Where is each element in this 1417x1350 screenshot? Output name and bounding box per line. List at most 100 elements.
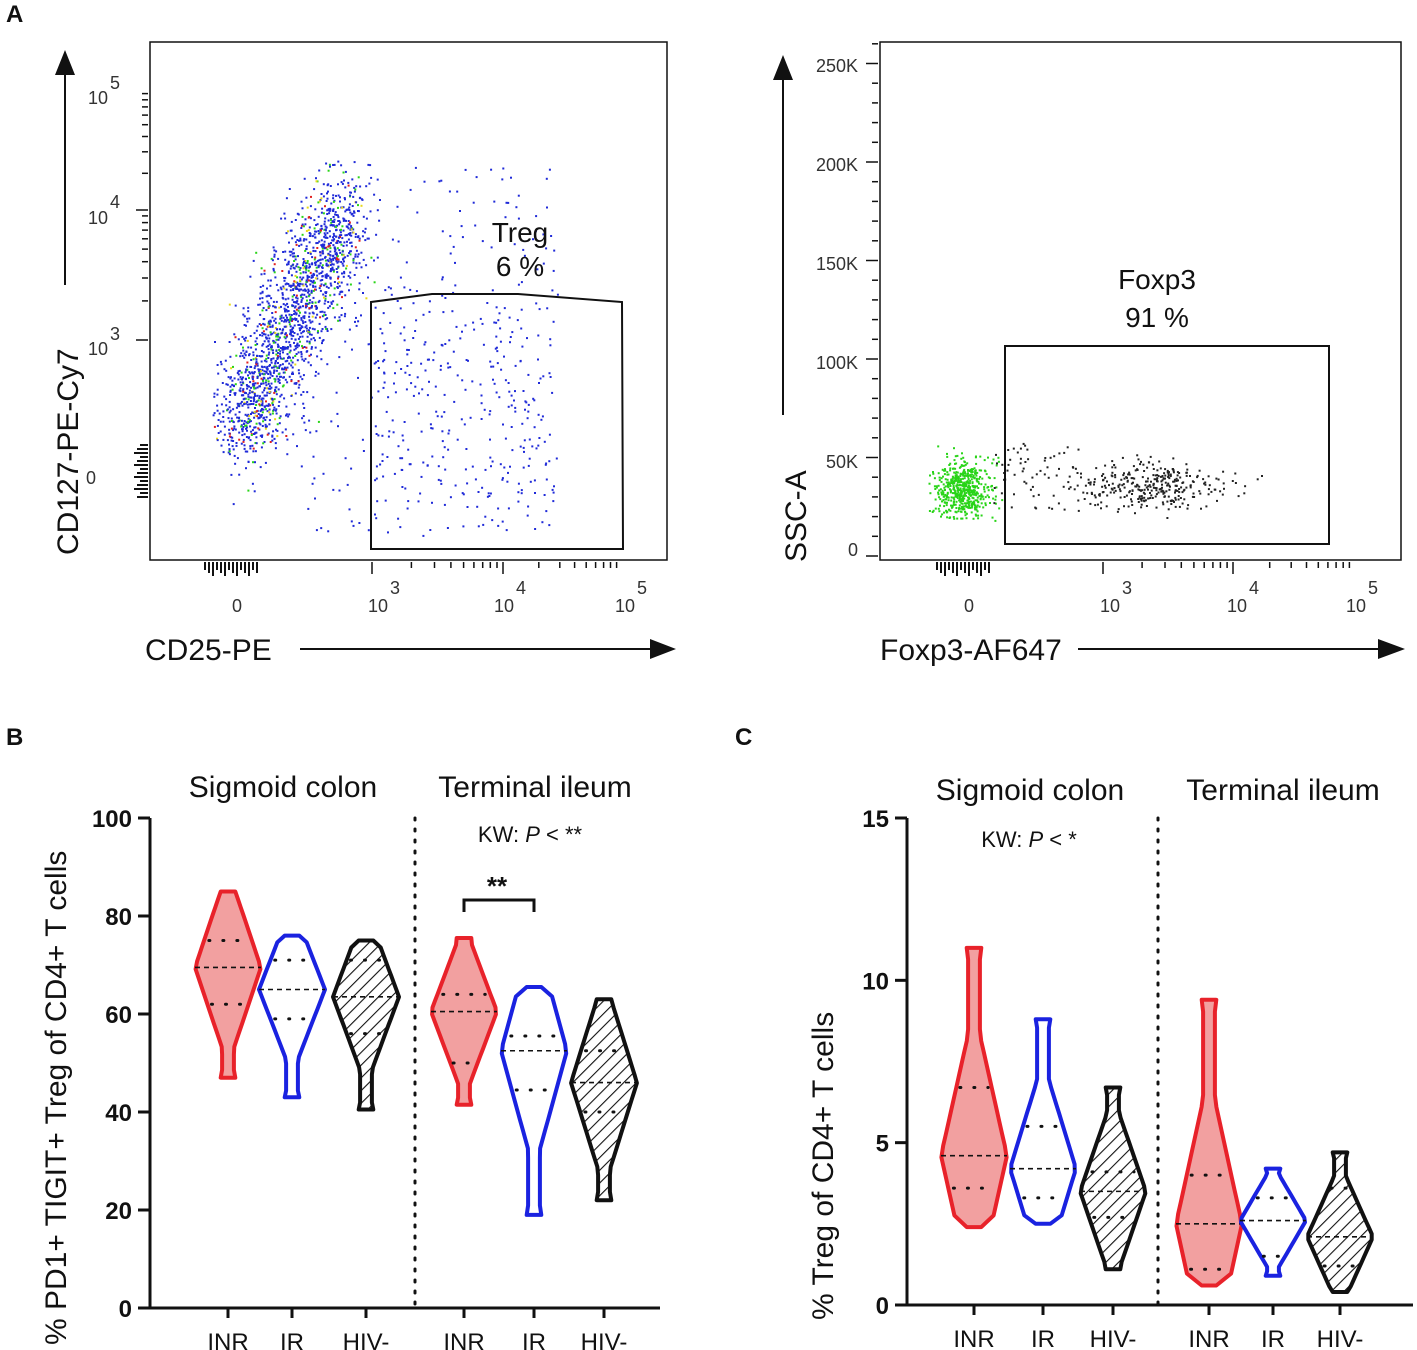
- c-xlabel-1: IR: [1031, 1326, 1055, 1350]
- flow2-event-659: [1134, 485, 1137, 488]
- flow1-event-838: [335, 214, 338, 216]
- flow1-event-1035: [270, 359, 273, 362]
- flow1-event-1840: [312, 396, 315, 399]
- flow1-event-570: [356, 221, 359, 224]
- flow2-event-416: [955, 500, 958, 503]
- flow1-event-638: [299, 294, 302, 297]
- flow2-event-788: [1140, 506, 1143, 509]
- flow1-event-1743: [327, 183, 330, 186]
- flow1-event-1892: [533, 479, 536, 482]
- flow1-event-718: [253, 392, 256, 395]
- flow1-event-633: [265, 394, 268, 397]
- flow1-event-935: [216, 404, 219, 407]
- flow1-event-1489: [254, 382, 257, 385]
- flow2-xtick-0: 0: [964, 596, 974, 616]
- flow1-event-73: [340, 181, 343, 184]
- flow1-event-548: [235, 442, 238, 444]
- flow1-event-462: [290, 319, 293, 322]
- flow1-event-1848: [373, 362, 376, 365]
- flow1-event-862: [246, 403, 249, 406]
- flow1-event-1212: [304, 357, 307, 360]
- b-ytick-label-4: 80: [105, 904, 132, 931]
- flow1-event-482: [237, 338, 240, 341]
- flow1-event-2065: [514, 390, 516, 393]
- flow1-event-515: [259, 404, 261, 407]
- flow2-event-96: [932, 471, 934, 473]
- flow1-event-1613: [274, 306, 277, 309]
- flow1-event-1197: [286, 346, 289, 349]
- flow1-event-2205: [394, 391, 397, 394]
- flow1-event-594: [242, 307, 245, 310]
- flow1-event-420: [228, 448, 231, 451]
- flow1-event-1050: [300, 353, 303, 356]
- flow2-event-406: [939, 504, 941, 507]
- flow1-event-1636: [245, 350, 248, 353]
- flow2-event-729: [1143, 492, 1146, 495]
- flow1-event-1104: [248, 421, 251, 424]
- flow1-event-545: [228, 443, 230, 446]
- flow1-event-1682: [315, 269, 318, 272]
- flow1-event-872: [266, 391, 269, 394]
- flow1-event-1433: [231, 383, 234, 386]
- flow2-event-827: [1143, 470, 1146, 472]
- flow1-event-1881: [493, 321, 496, 324]
- flow1-event-319: [276, 366, 279, 369]
- flow1-event-2162: [388, 430, 391, 433]
- flow2-event-591: [1117, 484, 1120, 487]
- flow1-event-157: [238, 369, 241, 372]
- flow1-ytick-1e3: 10: [88, 339, 108, 359]
- flow1-event-417: [226, 383, 229, 386]
- flow2-event-831: [1134, 512, 1136, 515]
- flow1-event-2147: [525, 401, 528, 404]
- flow1-event-2074: [374, 513, 376, 516]
- flow1-event-363: [338, 316, 341, 319]
- flow1-event-2190: [431, 455, 434, 458]
- flow1-event-1700: [329, 250, 332, 253]
- flow1-event-1701: [259, 410, 262, 413]
- flow2-event-648: [1118, 488, 1121, 491]
- flow2-event-667: [1215, 477, 1218, 480]
- flow1-event-1587: [317, 264, 320, 267]
- flow1-event-170: [329, 247, 332, 250]
- flow1-event-676: [310, 306, 313, 309]
- flow2-event-423: [979, 498, 982, 501]
- flow2-event-229: [960, 478, 962, 481]
- flow1-event-1297: [304, 249, 307, 252]
- flow1-event-264: [327, 169, 330, 172]
- flow1-event-2178: [375, 477, 378, 480]
- flow2-event-626: [1186, 507, 1189, 510]
- flow1-event-1974: [472, 201, 475, 204]
- flow1-event-334: [237, 373, 240, 376]
- flow1-event-433: [258, 323, 261, 325]
- flow1-event-1629: [293, 252, 295, 255]
- flow2-event-903: [1007, 449, 1010, 451]
- flow1-event-1337: [304, 306, 307, 309]
- flow1-event-1363: [328, 244, 331, 247]
- flow2-event-588: [1175, 485, 1178, 487]
- flow1-event-229: [302, 264, 304, 267]
- flow1-event-1375: [316, 355, 319, 358]
- flow1-event-275: [347, 223, 350, 226]
- flow1-event-2252: [401, 434, 404, 437]
- flow1-event-1744: [341, 206, 344, 209]
- flow2-event-508: [960, 502, 963, 505]
- flow2-event-615: [1143, 496, 1146, 499]
- flow2-event-775: [1141, 489, 1144, 492]
- c-ytick-label-2: 10: [862, 968, 889, 995]
- flow2-event-824: [1136, 469, 1139, 471]
- flow1-event-1963: [532, 397, 535, 400]
- flow1-event-1600: [333, 163, 336, 166]
- flow2-event-405: [935, 485, 938, 488]
- flow1-event-1797: [409, 288, 412, 291]
- flow1-event-2005: [463, 423, 466, 426]
- flow1-event-185: [299, 237, 302, 240]
- flow1-event-1360: [307, 279, 310, 282]
- flow1-event-985: [261, 434, 264, 437]
- flow2-event-498: [972, 517, 975, 520]
- flow2-event-28: [932, 472, 935, 475]
- flow1-event-1132: [246, 387, 249, 390]
- flow2-event-341: [987, 489, 990, 492]
- flow1-event-878: [315, 230, 318, 233]
- flow1-event-949: [324, 325, 327, 328]
- flow2-event-786: [1138, 496, 1141, 499]
